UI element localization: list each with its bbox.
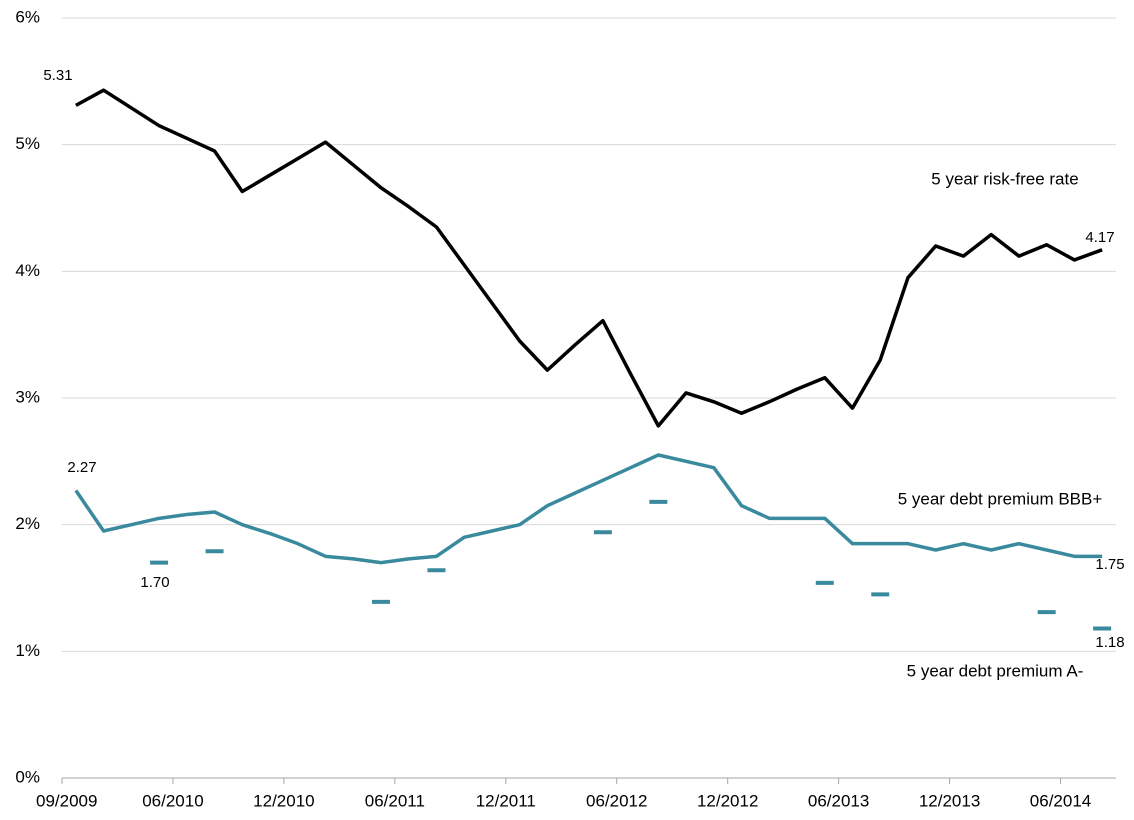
series-label: 5 year debt premium A-: [907, 661, 1084, 680]
series-label: 5 year risk-free rate: [931, 169, 1078, 188]
data-label: 1.70: [140, 574, 169, 591]
x-tick-label: 12/2013: [919, 791, 980, 810]
data-label: 4.17: [1085, 229, 1114, 246]
series-line: [75, 88, 1103, 428]
x-tick-label: 06/2013: [808, 791, 869, 810]
x-tick-label: 06/2014: [1030, 791, 1091, 810]
series-label: 5 year debt premium BBB+: [898, 489, 1103, 508]
data-label: 1.75: [1095, 556, 1124, 573]
y-tick-label: 2%: [15, 514, 40, 533]
x-tick-label: 12/2010: [253, 791, 314, 810]
y-tick-label: 4%: [15, 261, 40, 280]
y-tick-label: 3%: [15, 387, 40, 406]
data-label: 5.31: [43, 67, 72, 84]
x-tick-label: 06/2012: [586, 791, 647, 810]
x-tick-label: 06/2010: [142, 791, 203, 810]
y-tick-label: 0%: [15, 767, 40, 786]
data-label: 1.18: [1095, 634, 1124, 651]
data-label: 2.27: [67, 459, 96, 476]
x-tick-label: 12/2012: [697, 791, 758, 810]
y-tick-label: 5%: [15, 134, 40, 153]
x-tick-label: 06/2011: [365, 791, 425, 810]
x-tick-label: 12/2011: [476, 791, 536, 810]
y-tick-label: 6%: [15, 7, 40, 26]
x-tick-label: 09/2009: [36, 791, 97, 810]
y-tick-label: 1%: [15, 641, 40, 660]
series-line: [74, 453, 1103, 565]
